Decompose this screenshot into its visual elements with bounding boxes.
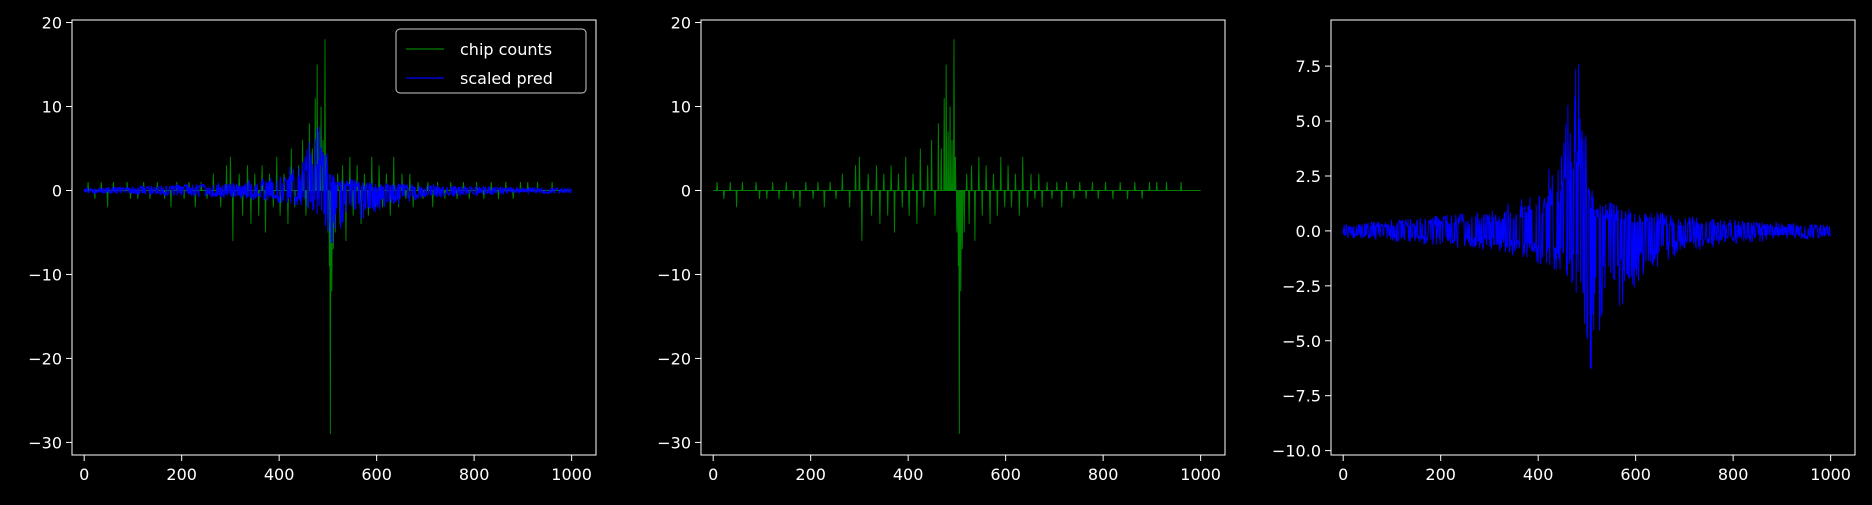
legend-label: scaled pred [460,69,553,88]
chart-panel-1: 0 200 400 600 800 1000 −30 −20 −10 0 10 20 chip coun… [28,14,597,484]
y-tick-label: 5.0 [1296,112,1321,131]
y-tick-label: 10 [671,97,691,116]
y-tick-label: 0 [52,181,62,200]
y-tick-label: −10 [657,265,691,284]
y-tick-label: −20 [28,349,62,368]
axes-frame [71,19,597,456]
x-tick-label: 200 [166,465,197,484]
x-tick-label: 600 [990,465,1021,484]
series-line-chip-counts [713,39,1201,435]
chart-panel-3: 0 200 400 600 800 1000 −10.0 −7.5 −5.0 −2.5 0.0 2.5… [1272,19,1856,484]
x-tick-label: 1000 [551,465,592,484]
y-tick-label: −30 [28,433,62,452]
chart-panel-2: 0 200 400 600 800 1000 −30 −20 −10 0 10 20 [657,14,1226,484]
y-tick-label: 10 [42,97,62,116]
y-tick-label: −20 [657,349,691,368]
x-tick-label: 200 [1425,465,1456,484]
x-tick-label: 400 [1523,465,1554,484]
legend-label: chip counts [460,40,552,59]
y-tick-label: 0 [681,181,691,200]
x-tick-label: 0 [708,465,718,484]
series-line-scaled-pred [83,126,573,244]
y-tick-label: 0.0 [1296,222,1321,241]
series-line-chip-counts [84,39,572,435]
x-tick-label: 1000 [1180,465,1221,484]
x-tick-label: 1000 [1810,465,1851,484]
x-tick-label: 800 [1718,465,1749,484]
legend: chip counts scaled pred [395,28,587,94]
series-line-scaled-pred [1342,63,1832,370]
y-tick-label: −30 [657,433,691,452]
y-tick-label: −2.5 [1282,277,1321,296]
x-tick-label: 800 [1088,465,1119,484]
x-tick-label: 600 [361,465,392,484]
axes-frame [700,19,1226,456]
x-tick-label: 0 [1338,465,1348,484]
y-tick-label: −10.0 [1272,442,1321,461]
y-tick-label: −10 [28,265,62,284]
y-tick-label: −7.5 [1282,387,1321,406]
x-tick-label: 600 [1620,465,1651,484]
y-tick-label: 20 [42,14,62,33]
x-tick-label: 800 [459,465,490,484]
y-tick-label: 20 [671,14,691,33]
x-tick-label: 0 [79,465,89,484]
axes-frame [1330,19,1856,456]
x-tick-label: 400 [893,465,924,484]
x-tick-label: 200 [795,465,826,484]
y-tick-label: 7.5 [1296,57,1321,76]
y-tick-label: 2.5 [1296,167,1321,186]
legend-box [395,28,587,94]
x-tick-label: 400 [264,465,295,484]
y-tick-label: −5.0 [1282,332,1321,351]
